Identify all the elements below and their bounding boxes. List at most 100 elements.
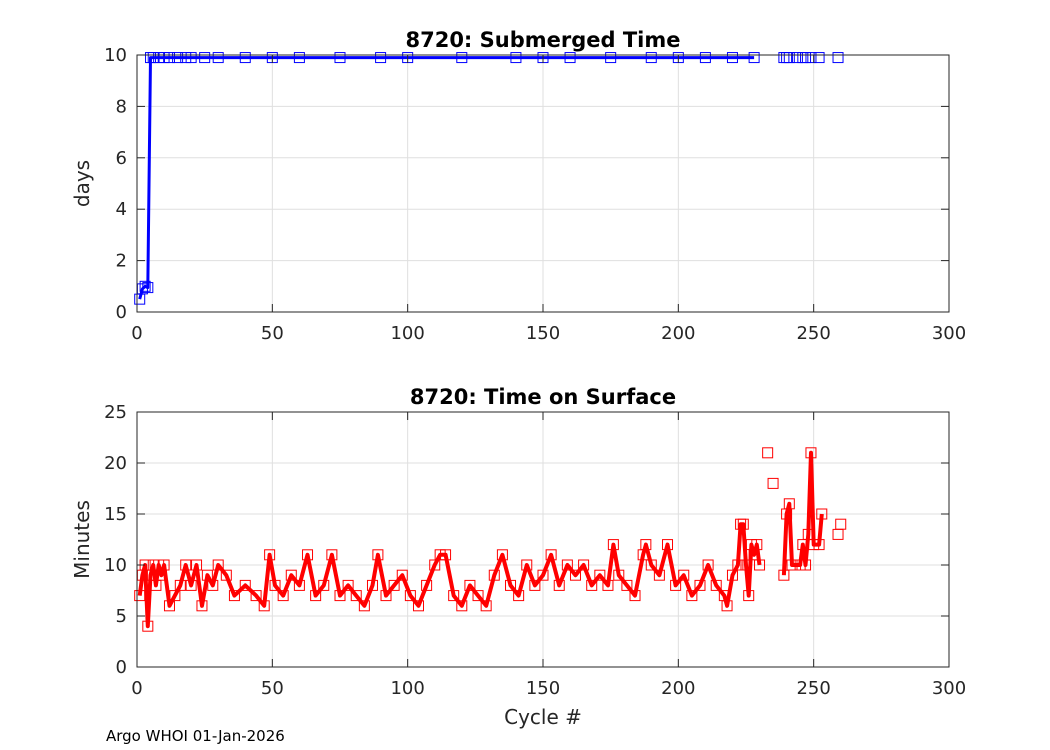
surface-data-point bbox=[334, 590, 346, 602]
surface-data-point bbox=[553, 579, 565, 591]
submerged-data-point bbox=[605, 52, 617, 64]
surface-data-point bbox=[326, 549, 338, 561]
surface-data-point bbox=[694, 579, 706, 591]
surface-data-point bbox=[702, 559, 714, 571]
surface-data-point bbox=[621, 579, 633, 591]
surface-data-point bbox=[740, 559, 752, 571]
surface-data-point bbox=[396, 569, 408, 581]
surface-data-point bbox=[191, 559, 203, 571]
surface-data-point bbox=[480, 600, 492, 612]
surface-xtick-label: 200 bbox=[661, 678, 695, 699]
submerged-xtick-label: 50 bbox=[261, 323, 284, 344]
submerged-data-point bbox=[564, 52, 576, 64]
surface-data-point bbox=[380, 590, 392, 602]
surface-data-point bbox=[607, 539, 619, 551]
surface-data-point bbox=[174, 579, 186, 591]
submerged-data-point bbox=[832, 52, 844, 64]
surface-xtick-label: 0 bbox=[131, 678, 142, 699]
surface-data-point bbox=[456, 600, 468, 612]
submerged-data-point bbox=[510, 52, 522, 64]
submerged-data-point bbox=[293, 52, 305, 64]
surface-data-point bbox=[529, 579, 541, 591]
surface-data-point bbox=[404, 590, 416, 602]
surface-data-point bbox=[800, 559, 812, 571]
submerged-data-point bbox=[239, 52, 251, 64]
surface-xtick-label: 250 bbox=[796, 678, 830, 699]
surface-data-point bbox=[212, 559, 224, 571]
surface-data-point bbox=[472, 590, 484, 602]
surface-data-point bbox=[561, 559, 573, 571]
surface-data-point bbox=[250, 590, 262, 602]
submerged-data-point bbox=[139, 280, 151, 292]
surface-data-point bbox=[180, 559, 192, 571]
surface-data-point bbox=[578, 559, 590, 571]
surface-data-point bbox=[388, 579, 400, 591]
surface-data-point bbox=[732, 559, 744, 571]
surface-data-point bbox=[258, 600, 270, 612]
submerged-y-axis-label: days bbox=[70, 160, 94, 207]
surface-data-point bbox=[813, 539, 825, 551]
surface-data-point bbox=[816, 508, 828, 520]
surface-data-point bbox=[342, 579, 354, 591]
surface-data-point bbox=[421, 579, 433, 591]
surface-data-point bbox=[293, 579, 305, 591]
surface-data-point bbox=[678, 569, 690, 581]
surface-data-point bbox=[264, 549, 276, 561]
surface-data-point bbox=[762, 447, 774, 459]
submerged-data-point bbox=[805, 52, 817, 64]
submerged-time-panel: 0 50 100 150 200 250 300 0 2 4 6 8 10 8720: Submerged… bbox=[70, 28, 966, 344]
submerged-data-point bbox=[726, 52, 738, 64]
surface-data-point bbox=[640, 539, 652, 551]
submerged-data-point bbox=[456, 52, 468, 64]
submerged-data-point bbox=[199, 52, 211, 64]
surface-data-point bbox=[158, 559, 170, 571]
surface-data-point bbox=[358, 600, 370, 612]
surface-data-point bbox=[629, 590, 641, 602]
surface-data-point bbox=[521, 559, 533, 571]
footer-caption: Argo WHOI 01-Jan-2026 bbox=[106, 727, 285, 745]
surface-data-point bbox=[783, 498, 795, 510]
submerged-xtick-label: 150 bbox=[526, 323, 560, 344]
surface-ytick-label: 5 bbox=[116, 606, 127, 627]
surface-data-point bbox=[662, 539, 674, 551]
submerged-data-point bbox=[163, 52, 175, 64]
surface-data-point bbox=[350, 590, 362, 602]
submerged-data-point bbox=[645, 52, 657, 64]
submerged-ytick-label: 6 bbox=[116, 148, 127, 169]
surface-data-point bbox=[228, 590, 240, 602]
submerged-ytick-label: 4 bbox=[116, 199, 127, 220]
submerged-data-point bbox=[212, 52, 224, 64]
submerged-xtick-label: 200 bbox=[661, 323, 695, 344]
surface-data-point bbox=[537, 569, 549, 581]
surface-data-point bbox=[754, 559, 766, 571]
surface-data-point bbox=[645, 559, 657, 571]
surface-ytick-label: 10 bbox=[104, 555, 127, 576]
surface-xtick-label: 100 bbox=[390, 678, 424, 699]
surface-data-point bbox=[569, 569, 581, 581]
surface-data-point bbox=[743, 590, 755, 602]
surface-data-point bbox=[721, 600, 733, 612]
surface-data-point bbox=[372, 549, 384, 561]
surface-data-point bbox=[448, 590, 460, 602]
surface-data-point bbox=[464, 579, 476, 591]
submerged-chart-title: 8720: Submerged Time bbox=[405, 28, 680, 52]
surface-series-line bbox=[137, 522, 762, 629]
surface-data-point bbox=[686, 590, 698, 602]
surface-data-point bbox=[196, 600, 208, 612]
surface-data-point bbox=[207, 579, 219, 591]
surface-data-point bbox=[220, 569, 232, 581]
surface-data-point bbox=[594, 569, 606, 581]
submerged-data-point bbox=[185, 52, 197, 64]
surface-data-point bbox=[786, 559, 798, 571]
surface-xtick-label: 50 bbox=[261, 678, 284, 699]
surface-data-point bbox=[302, 549, 314, 561]
surface-data-point bbox=[412, 600, 424, 612]
surface-data-point bbox=[513, 590, 525, 602]
submerged-ytick-label: 0 bbox=[116, 302, 127, 323]
surface-ytick-label: 25 bbox=[104, 402, 127, 423]
submerged-xtick-label: 250 bbox=[796, 323, 830, 344]
surface-data-point bbox=[545, 549, 557, 561]
submerged-series-line bbox=[138, 56, 755, 300]
submerged-data-point bbox=[748, 52, 760, 64]
